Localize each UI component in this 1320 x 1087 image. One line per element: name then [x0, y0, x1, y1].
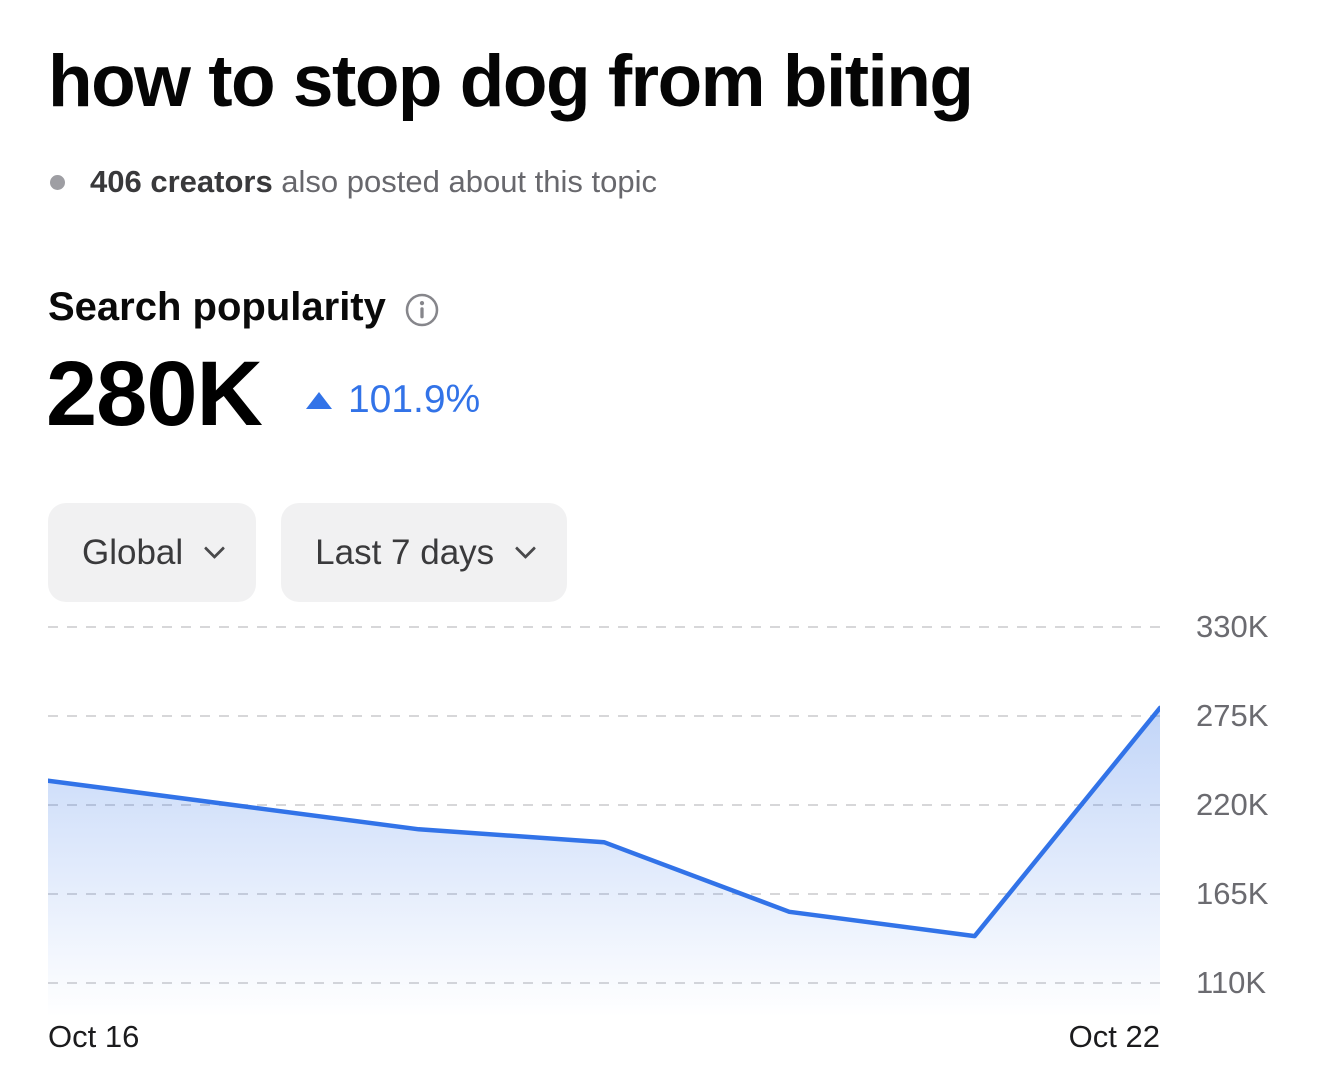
- search-popularity-value: 280K: [46, 343, 263, 445]
- timerange-dropdown-label: Last 7 days: [315, 532, 495, 572]
- chevron-down-icon: [515, 537, 537, 559]
- x-axis-label-start: Oct 16: [48, 1019, 140, 1054]
- region-dropdown[interactable]: Global: [48, 503, 257, 602]
- trend-indicator: 101.9%: [305, 378, 481, 422]
- bullet-dot-icon: [50, 174, 65, 190]
- creators-text: 406 creators also posted about this topi…: [90, 160, 657, 204]
- y-axis-tick-label: 165K: [1196, 876, 1269, 911]
- chevron-down-icon: [204, 537, 226, 559]
- x-axis-labels: Oct 16 Oct 22: [48, 1019, 1160, 1055]
- filter-bar: Global Last 7 days: [48, 503, 568, 602]
- creators-rest: also posted about this topic: [272, 164, 657, 199]
- y-axis-tick-label: 330K: [1196, 609, 1269, 644]
- page-title: how to stop dog from biting: [48, 41, 974, 122]
- search-popularity-chart: [48, 626, 1160, 1017]
- metric-row: 280K 101.9%: [46, 348, 480, 440]
- search-popularity-header: Search popularity: [48, 285, 440, 330]
- creators-note: 406 creators also posted about this topi…: [50, 160, 657, 204]
- y-axis-tick-label: 110K: [1196, 965, 1267, 1000]
- y-axis-tick-label: 220K: [1196, 787, 1269, 822]
- area-fill: [48, 707, 1160, 1017]
- y-axis-tick-label: 275K: [1196, 698, 1269, 733]
- x-axis-label-end: Oct 22: [1068, 1019, 1160, 1054]
- creators-count: 406 creators: [90, 164, 273, 199]
- timerange-dropdown[interactable]: Last 7 days: [281, 503, 568, 602]
- region-dropdown-label: Global: [82, 532, 184, 572]
- trend-up-icon: [305, 391, 332, 409]
- trend-line: [48, 705, 1160, 939]
- change-percentage: 101.9%: [347, 378, 481, 421]
- info-icon[interactable]: [404, 292, 440, 328]
- search-popularity-title: Search popularity: [48, 285, 386, 329]
